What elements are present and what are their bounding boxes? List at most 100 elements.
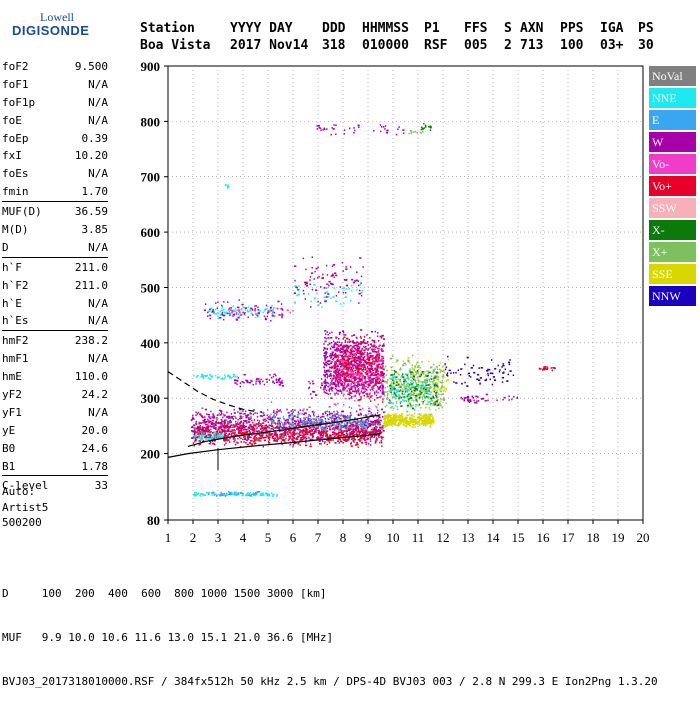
echo-point: [243, 441, 244, 443]
echo-point: [386, 405, 387, 407]
echo-point: [300, 439, 302, 441]
echo-point: [368, 362, 370, 364]
echo-point: [237, 380, 238, 382]
echo-point: [218, 426, 220, 428]
echo-point: [335, 374, 336, 376]
echo-point: [252, 432, 253, 434]
echo-point: [354, 380, 356, 382]
echo-point: [244, 312, 245, 314]
echo-point: [217, 312, 219, 314]
echo-point: [290, 418, 291, 420]
echo-point: [331, 361, 332, 363]
echo-point: [210, 429, 211, 431]
echo-point: [398, 399, 399, 401]
echo-point: [340, 344, 342, 346]
echo-point: [432, 372, 433, 374]
echo-point: [377, 358, 378, 360]
echo-point: [210, 318, 211, 320]
echo-point: [310, 421, 311, 423]
echo-point: [349, 339, 350, 341]
echo-point: [351, 335, 352, 337]
echo-point: [343, 395, 344, 397]
echo-point: [312, 436, 313, 438]
echo-point: [256, 434, 257, 436]
echo-point: [249, 382, 251, 384]
echo-point: [467, 357, 469, 359]
echo-point: [330, 363, 332, 365]
echo-point: [328, 285, 329, 287]
echo-point: [339, 364, 340, 366]
echo-point: [223, 319, 224, 321]
echo-point: [381, 335, 382, 337]
echo-point: [331, 379, 332, 381]
echo-point: [429, 409, 430, 411]
echo-point: [350, 373, 352, 375]
echo-point: [229, 313, 231, 315]
echo-point: [323, 374, 324, 376]
echo-point: [426, 424, 427, 426]
echo-point: [367, 381, 368, 383]
echo-point: [237, 438, 238, 440]
echo-point: [378, 357, 380, 359]
echo-point: [329, 360, 330, 362]
echo-point: [360, 359, 361, 361]
echo-point: [277, 409, 278, 411]
echo-point: [281, 441, 282, 443]
echo-point: [227, 429, 229, 431]
echo-point: [318, 418, 319, 420]
echo-point: [396, 415, 397, 417]
echo-point: [207, 426, 208, 428]
echo-point: [427, 404, 428, 406]
echo-point: [258, 425, 259, 427]
echo-point: [310, 433, 311, 435]
echo-point: [380, 396, 382, 398]
echo-point: [326, 357, 327, 359]
echo-point: [470, 376, 471, 378]
echo-point: [253, 384, 254, 386]
echo-point: [274, 434, 275, 436]
echo-point: [334, 382, 335, 384]
echo-point: [214, 417, 215, 419]
echo-point: [358, 405, 360, 407]
echo-point: [213, 311, 214, 313]
echo-point: [426, 379, 428, 381]
echo-point: [342, 330, 344, 332]
echo-point: [419, 415, 421, 417]
echo-point: [362, 408, 363, 410]
echo-point: [427, 384, 429, 386]
echo-point: [391, 406, 392, 408]
echo-point: [365, 442, 367, 444]
echo-point: [335, 354, 336, 356]
echo-point: [422, 422, 424, 424]
echo-point: [349, 341, 350, 343]
echo-point: [212, 375, 213, 377]
echo-point: [445, 369, 446, 371]
echo-point: [431, 375, 432, 377]
echo-point: [345, 334, 346, 336]
echo-point: [417, 377, 418, 379]
echo-point: [332, 265, 333, 267]
echo-point: [349, 434, 351, 436]
echo-point: [342, 438, 343, 440]
echo-point: [411, 415, 412, 417]
plot-frame: [168, 66, 643, 520]
echo-point: [308, 419, 309, 421]
echo-point: [240, 386, 241, 388]
echo-point: [346, 390, 347, 392]
echo-point: [251, 313, 252, 315]
echo-point: [341, 355, 342, 357]
echo-point: [339, 351, 340, 353]
echo-point: [229, 420, 230, 422]
echo-point: [395, 413, 396, 415]
echo-point: [458, 369, 459, 371]
echo-point: [244, 436, 246, 438]
echo-point: [490, 373, 491, 375]
echo-point: [353, 432, 355, 434]
echo-point: [378, 367, 379, 369]
echo-point: [215, 428, 216, 430]
echo-point: [416, 401, 418, 403]
echo-point: [373, 437, 374, 439]
echo-point: [207, 432, 209, 434]
echo-point: [224, 421, 226, 423]
echo-point: [204, 419, 206, 421]
